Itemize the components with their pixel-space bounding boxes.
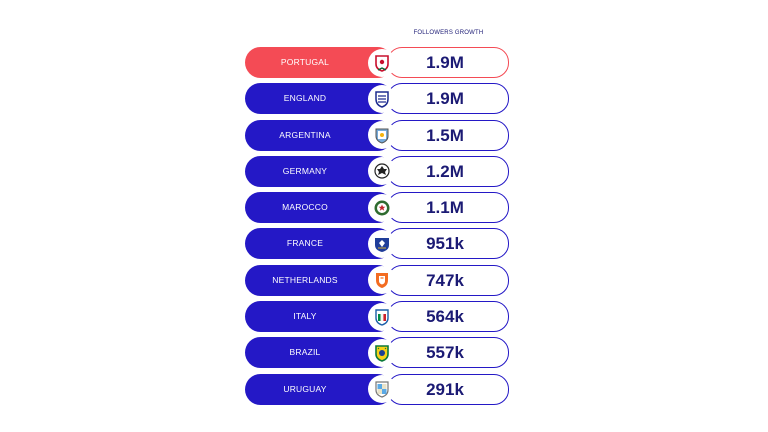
value-pill — [387, 119, 509, 151]
value-pill — [387, 337, 509, 369]
table-row: ITALY 564k — [245, 301, 509, 333]
value-pill — [387, 228, 509, 260]
value-label: 564k — [426, 307, 464, 327]
portugal-crest-icon — [368, 48, 396, 77]
value-pill — [387, 47, 509, 78]
table-row: ARGENTINA 1.5M — [245, 119, 509, 151]
table-row: NETHERLANDS 747k — [245, 264, 509, 296]
value-label: 1.9M — [426, 53, 464, 72]
value-label: 1.1M — [426, 198, 464, 218]
country-label: ENGLAND — [283, 93, 327, 104]
country-label: FRANCE — [286, 238, 324, 249]
country-label: ITALY — [293, 311, 317, 322]
country-label: PORTUGAL — [280, 57, 330, 67]
country-label: NETHERLANDS — [272, 274, 338, 285]
england-crest-icon — [368, 84, 396, 113]
country-label: BRAZIL — [289, 347, 321, 358]
morocco-crest-icon — [368, 193, 396, 222]
table-row: GERMANY 1.2M — [245, 155, 509, 187]
table-row: BRAZIL 557k — [245, 337, 509, 369]
value-label: 951k — [426, 234, 464, 254]
value-pill — [387, 264, 509, 296]
value-label: 1.5M — [426, 125, 464, 145]
country-label: MAROCCO — [282, 202, 328, 213]
value-label: 1.2M — [426, 161, 464, 181]
value-label: 557k — [426, 343, 464, 363]
table-row: ENGLAND 1.9M — [245, 83, 509, 115]
argentina-crest-icon — [368, 121, 396, 150]
column-header: FOLLOWERS GROWTH — [413, 30, 484, 36]
germany-crest-icon — [368, 157, 396, 186]
value-label: 1.9M — [426, 89, 464, 109]
value-pill — [387, 155, 509, 187]
value-pill — [387, 83, 509, 115]
table-row: PORTUGAL 1.9M — [245, 47, 509, 78]
table-row: FRANCE 951k — [245, 228, 509, 260]
country-label: ARGENTINA — [279, 129, 331, 140]
value-label: 291k — [426, 379, 464, 399]
ranking-table: PORTUGAL 1.9M ENGLAND 1.9M ARGENTINA 1.5M GERM… — [245, 47, 509, 410]
value-pill — [387, 192, 509, 224]
france-crest-icon — [368, 229, 396, 258]
netherlands-crest-icon — [368, 266, 396, 295]
country-label: URUGUAY — [283, 383, 327, 394]
italy-crest-icon — [368, 302, 396, 331]
brazil-crest-icon — [368, 338, 396, 367]
value-pill — [387, 301, 509, 333]
value-label: 747k — [426, 270, 464, 290]
table-row: URUGUAY 291k — [245, 373, 509, 405]
uruguay-crest-icon — [368, 375, 396, 404]
country-label: GERMANY — [282, 165, 328, 176]
table-row: MAROCCO 1.1M — [245, 192, 509, 224]
